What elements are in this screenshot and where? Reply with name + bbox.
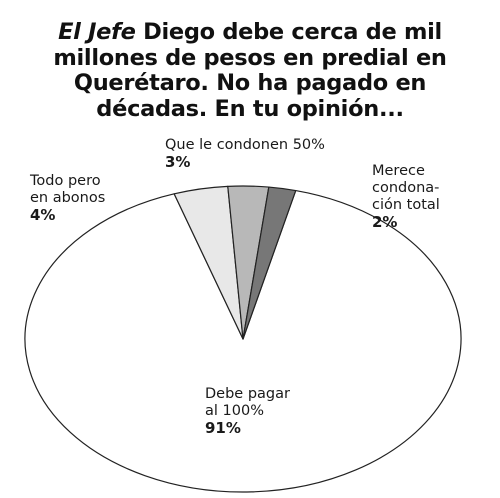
slice-label-line: condona- xyxy=(372,180,440,196)
slice-label-debe-pagar: Debe pagar al 100% 91% xyxy=(205,386,290,437)
slice-label-line: Todo pero xyxy=(30,173,101,189)
slice-percent: 4% xyxy=(30,206,56,224)
title-rest: Diego debe cerca de mil millones de peso… xyxy=(53,19,447,122)
slice-percent: 2% xyxy=(372,213,398,231)
slice-label-line: al 100% xyxy=(205,403,264,419)
slice-percent: 3% xyxy=(165,153,191,171)
slice-percent: 91% xyxy=(205,419,241,437)
slice-label-line: Debe pagar xyxy=(205,386,290,402)
slice-label-abonos: Todo pero en abonos 4% xyxy=(30,173,105,224)
slice-label-line: en abonos xyxy=(30,190,106,206)
slice-label-condonacion-total: Merece condona- ción total 2% xyxy=(372,163,440,231)
slice-label-line: Que le condonen 50% xyxy=(165,137,325,153)
chart-title: El Jefe Diego debe cerca de mil millones… xyxy=(20,19,480,122)
slice-debe-pagar xyxy=(24,189,462,493)
slice-label-condonen-50: Que le condonen 50% 3% xyxy=(165,137,325,171)
slice-label-line: Merece xyxy=(372,163,425,179)
slice-condonacion-total xyxy=(242,186,297,340)
title-lead: El Jefe xyxy=(58,19,136,45)
slice-label-line: ción total xyxy=(372,197,440,213)
